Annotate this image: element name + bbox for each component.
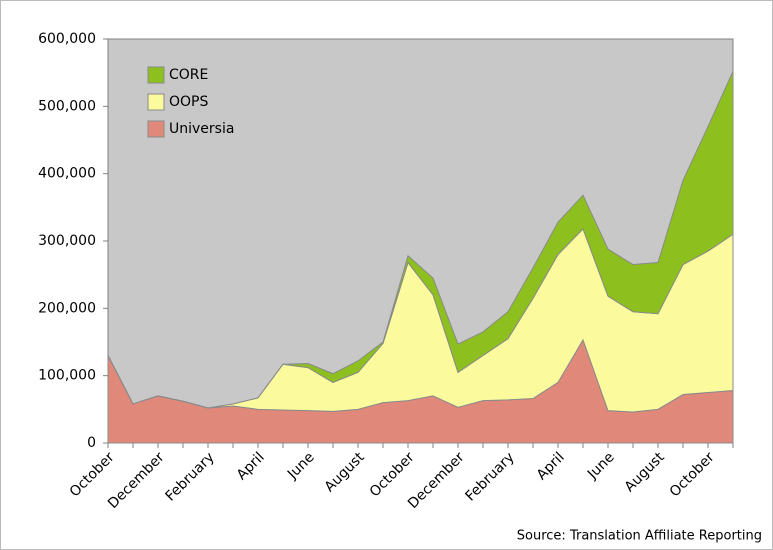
legend-swatch — [147, 66, 165, 84]
y-tick-label: 500,000 — [38, 98, 96, 114]
legend-label: OOPS — [169, 94, 208, 110]
y-tick-label: 300,000 — [38, 233, 96, 249]
y-tick-label: 0 — [87, 435, 96, 451]
source-note: Source: Translation Affiliate Reporting — [517, 529, 762, 544]
legend-swatch — [147, 93, 165, 111]
legend-label: CORE — [169, 67, 208, 83]
legend-label: Universia — [169, 121, 234, 137]
area — [107, 71, 734, 409]
y-tick-label: 200,000 — [38, 300, 96, 316]
y-tick-label: 100,000 — [38, 368, 96, 384]
y-tick-label: 600,000 — [38, 31, 96, 47]
legend: CORE OOPS Universia — [140, 58, 252, 146]
legend-swatch — [147, 120, 165, 138]
y-tick-label: 400,000 — [38, 166, 96, 182]
